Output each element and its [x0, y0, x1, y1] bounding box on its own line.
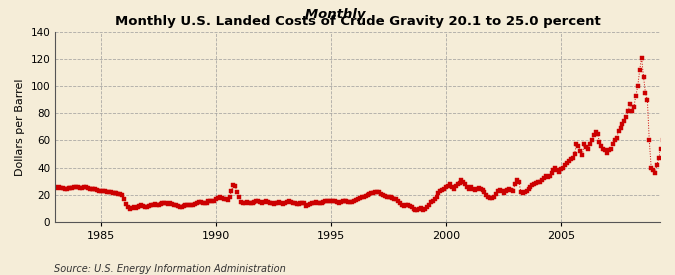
Text: Source: U.S. Energy Information Administration: Source: U.S. Energy Information Administ…	[54, 264, 286, 274]
Y-axis label: Dollars per Barrel: Dollars per Barrel	[15, 78, 25, 175]
Text: Monthly: Monthly	[305, 8, 370, 21]
Title: Monthly U.S. Landed Costs of Crude Gravity 20.1 to 25.0 percent: Monthly U.S. Landed Costs of Crude Gravi…	[115, 15, 601, 28]
